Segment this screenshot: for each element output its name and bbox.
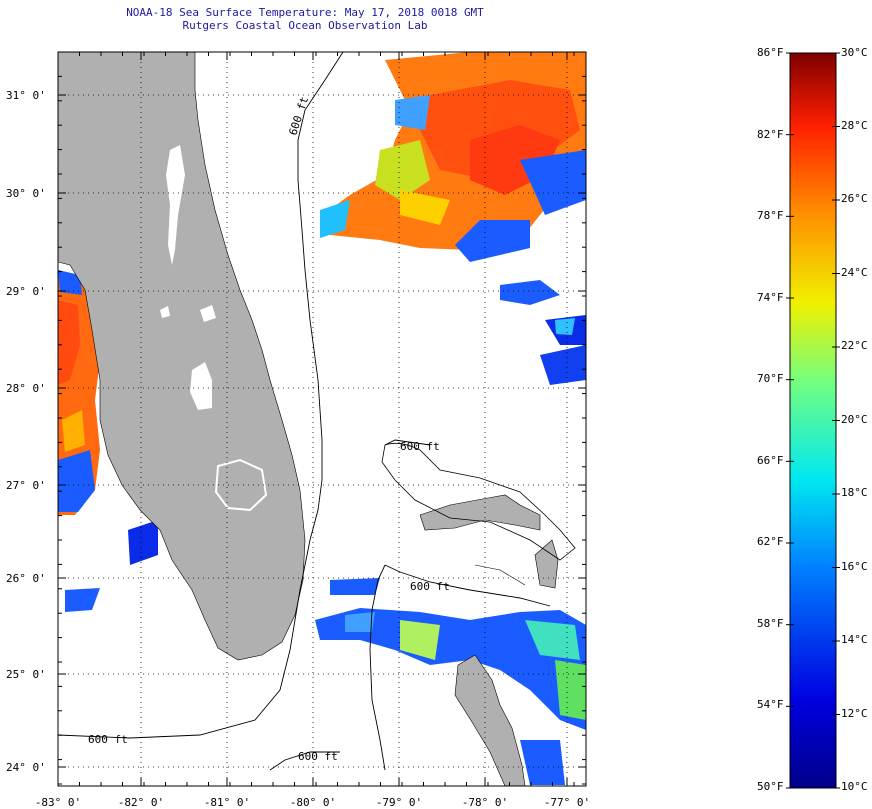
- temp-c-label: 30°C: [841, 46, 868, 59]
- temp-f-label: 78°F: [757, 209, 784, 222]
- title-line-1: NOAA-18 Sea Surface Temperature: May 17,…: [126, 6, 484, 19]
- lon-label: -78° 0': [462, 796, 508, 809]
- temp-f-label: 70°F: [757, 372, 784, 385]
- temp-f-label: 54°F: [757, 698, 784, 711]
- temp-c-label: 12°C: [841, 707, 868, 720]
- bahamas-land: [381, 442, 576, 786]
- axis-ticks: [57, 51, 586, 786]
- florida-land: [58, 52, 306, 661]
- temp-c-label: 14°C: [841, 633, 868, 646]
- contour-label: 600 ft: [400, 440, 440, 453]
- temp-f-label: 86°F: [757, 46, 784, 59]
- lat-label: 31° 0': [6, 89, 46, 102]
- temp-f-label: 50°F: [757, 780, 784, 793]
- sst-patch-north: [320, 52, 586, 262]
- temp-f-label: 58°F: [757, 617, 784, 630]
- temp-f-label: 66°F: [757, 454, 784, 467]
- lon-label: -77° 0': [544, 796, 590, 809]
- temp-f-label: 62°F: [757, 535, 784, 548]
- depth-contours: [58, 52, 551, 771]
- lon-label: -82° 0': [118, 796, 164, 809]
- contour-label: 600 ft: [88, 733, 128, 746]
- lat-label: 28° 0': [6, 382, 46, 395]
- colorbar: [789, 52, 837, 789]
- temp-c-label: 24°C: [841, 266, 868, 279]
- lat-label: 26° 0': [6, 572, 46, 585]
- sst-patch-south: [315, 578, 586, 785]
- temp-c-label: 18°C: [841, 486, 868, 499]
- lon-label: -81° 0': [204, 796, 250, 809]
- contour-label: 600 ft: [286, 95, 311, 137]
- lon-label: -83° 0': [35, 796, 81, 809]
- contour-label: 600 ft: [298, 750, 338, 763]
- temp-c-label: 16°C: [841, 560, 868, 573]
- temp-c-label: 28°C: [841, 119, 868, 132]
- temp-c-label: 10°C: [841, 780, 868, 793]
- map-frame: [57, 51, 587, 787]
- sst-patch-gulf: [58, 270, 158, 612]
- temp-c-label: 26°C: [841, 192, 868, 205]
- temp-f-label: 82°F: [757, 128, 784, 141]
- sst-patch-east: [500, 280, 586, 385]
- temp-c-label: 20°C: [841, 413, 868, 426]
- lat-label: 30° 0': [6, 187, 46, 200]
- graticule: [58, 52, 586, 786]
- title-line-2: Rutgers Coastal Ocean Observation Lab: [182, 19, 428, 32]
- lat-label: 27° 0': [6, 479, 46, 492]
- contour-label: 600 ft: [410, 580, 450, 593]
- lat-label: 24° 0': [6, 761, 46, 774]
- lon-label: -79° 0': [376, 796, 422, 809]
- temp-c-label: 22°C: [841, 339, 868, 352]
- longitude-labels: -83° 0' -82° 0' -81° 0' -80° 0' -79° 0' …: [35, 796, 590, 809]
- temp-f-label: 74°F: [757, 291, 784, 304]
- lat-label: 29° 0': [6, 285, 46, 298]
- lon-label: -80° 0': [290, 796, 336, 809]
- lat-label: 25° 0': [6, 668, 46, 681]
- colorbar-ticks: [786, 52, 840, 789]
- latitude-labels: 31° 0' 30° 0' 29° 0' 28° 0' 27° 0' 26° 0…: [6, 89, 46, 774]
